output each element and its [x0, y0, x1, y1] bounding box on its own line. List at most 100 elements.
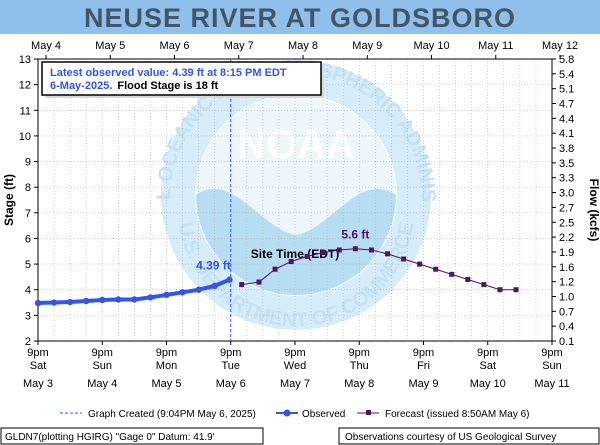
flow-tick-label: 0.7 [559, 306, 574, 318]
top-tick-label: May 9 [352, 40, 382, 52]
flow-tick-label: 1.0 [559, 291, 574, 303]
flow-axis: 0.1 0.4 0.7 1.0 1.2 1.6 1.9 2.2 2.5 2.7 3.0 3.3 3.5 3… [552, 54, 574, 348]
forecast-point [256, 279, 262, 285]
footer-credit: Observations courtesy of US Geological S… [345, 432, 556, 443]
forecast-point [272, 266, 278, 272]
observed-point [163, 291, 170, 299]
top-tick-label: May 12 [542, 40, 578, 52]
flow-axis-label: Flow (kcfs) [587, 179, 600, 242]
bottom-tick-day: Wed [284, 360, 306, 372]
stage-tick-label: 13 [19, 54, 31, 66]
legend: Graph Created (9:04PM May 6, 2025) Obser… [60, 409, 530, 420]
bottom-tick-time: 9pm [27, 347, 48, 359]
bottom-tick-date: May 7 [280, 378, 310, 390]
info-box-frame [41, 61, 322, 96]
flow-tick-label: 4.7 [559, 99, 574, 111]
forecast-point [368, 247, 374, 253]
bottom-tick-date: May 3 [23, 378, 53, 390]
observed-point [179, 289, 186, 296]
flow-tick-label: 5.1 [559, 84, 574, 96]
data-label: 4.39 ft [196, 259, 231, 273]
forecast-point [481, 282, 487, 288]
observed-point [147, 294, 154, 301]
title-band [0, 0, 600, 34]
stage-axis: 2 3 4 5 6 7 8 9 10 11 12 13 [19, 54, 38, 348]
stage-tick-label: 7 [25, 208, 31, 220]
info-box-flood-stage: Flood Stage is 18 ft [117, 80, 218, 92]
observed-point [131, 296, 138, 303]
bottom-tick-time: 9pm [284, 347, 305, 359]
flow-tick-label: 5.4 [559, 69, 574, 81]
flow-tick-label: 3.5 [559, 158, 574, 170]
flow-tick-label: 3.3 [559, 173, 574, 185]
top-tick-label: May 10 [413, 40, 449, 52]
bottom-tick-time: 9pm [541, 347, 562, 359]
annotations-layer: 4.39 ft 5.6 ft [196, 228, 369, 273]
flow-tick-label: 1.9 [559, 247, 574, 259]
flow-tick-label: 1.6 [559, 262, 574, 274]
stage-tick-label: 10 [19, 131, 31, 143]
page-title: NEUSE RIVER AT GOLDSBORO [84, 3, 516, 33]
top-tick-label: May 8 [288, 40, 318, 52]
data-label: 5.6 ft [341, 228, 369, 242]
bottom-tick-date: May 5 [152, 378, 182, 390]
flow-tick-label: 3.0 [559, 188, 574, 200]
stage-tick-label: 4 [25, 285, 31, 297]
bottom-tick-time: 9pm [92, 347, 113, 359]
top-tick-label: May 11 [478, 40, 513, 52]
bottom-tick-date: May 11 [534, 378, 569, 390]
stage-tick-label: 6 [25, 233, 31, 245]
forecast-point [320, 250, 326, 256]
forecast-point [513, 287, 519, 293]
stage-tick-label: 12 [19, 80, 31, 92]
flow-tick-label: 3.8 [559, 143, 574, 155]
forecast-point [352, 246, 358, 252]
forecast-point [288, 259, 294, 265]
stage-tick-label: 2 [25, 336, 31, 348]
top-date-axis: May 4 May 5 May 6 May 7 May 8 May 9 May 10 May … [31, 40, 578, 59]
series-layer [34, 246, 519, 307]
logo-noaa-text: NOAA [237, 123, 355, 167]
bottom-tick-date: May 4 [87, 378, 117, 390]
observed-point [99, 296, 106, 304]
observed-point [195, 286, 202, 293]
flow-tick-label: 2.7 [559, 202, 574, 214]
legend-observed: Observed [302, 409, 345, 420]
top-tick-label: May 5 [95, 40, 125, 52]
stage-tick-label: 5 [25, 259, 31, 271]
forecast-point [239, 282, 245, 288]
flow-tick-label: 4.4 [559, 113, 574, 125]
observed-point [115, 296, 122, 303]
bottom-tick-time: 9pm [156, 347, 177, 359]
forecast-point [433, 266, 439, 272]
forecast-point [336, 247, 342, 253]
legend-forecast-swatch-dot [366, 410, 371, 415]
forecast-point [385, 251, 391, 257]
info-box: Latest observed value: 4.39 ft at 8:15 P… [41, 61, 324, 98]
x-axis-label: Site Time (EDT) [251, 247, 339, 261]
flow-tick-label: 0.1 [559, 336, 574, 348]
bottom-tick-date: May 8 [344, 378, 374, 390]
bottom-tick-day: Thu [350, 360, 369, 372]
bottom-tick-time: 9pm [349, 347, 370, 359]
observed-point [82, 297, 90, 305]
forecast-point [401, 256, 407, 262]
forecast-point [497, 287, 503, 293]
forecast-point [449, 271, 455, 277]
stage-tick-label: 11 [20, 105, 31, 117]
bottom-tick-day: Mon [156, 360, 177, 372]
observed-point [211, 282, 218, 290]
legend-observed-swatch-dot [283, 409, 291, 417]
observed-point [66, 298, 74, 306]
info-box-line2: 6-May-2025. Flood Stage is 18 ft [50, 80, 219, 92]
bottom-tick-time: 9pm [477, 347, 498, 359]
stage-tick-label: 9 [25, 157, 31, 169]
top-tick-label: May 7 [224, 40, 254, 52]
flow-tick-label: 5.8 [559, 54, 574, 66]
legend-forecast: Forecast (issued 8:50AM May 6) [385, 409, 530, 420]
observed-point [34, 299, 42, 307]
forecast-point [304, 253, 310, 259]
bottom-tick-day: Sat [30, 360, 47, 372]
